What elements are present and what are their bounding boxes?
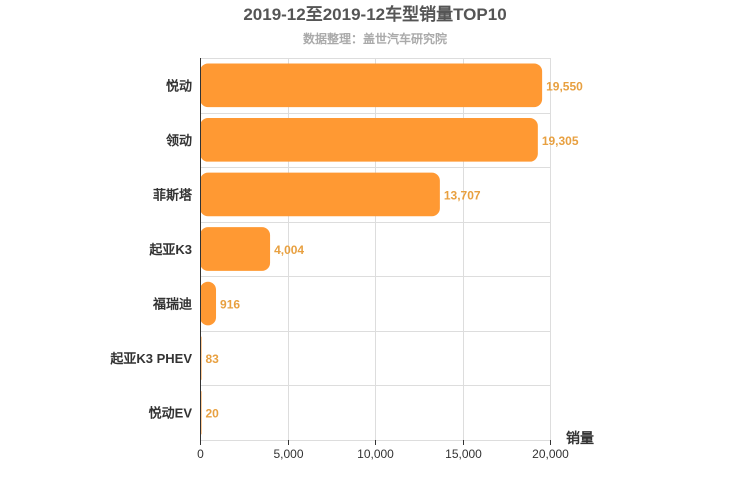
- data-label: 13,707: [444, 188, 481, 202]
- bar: [200, 281, 217, 326]
- y-tick-label: 福瑞迪: [152, 297, 192, 312]
- bars: 19,550 19,305 13,707 4,004 916 83 20: [200, 63, 583, 435]
- y-tick-label: 菲斯塔: [153, 187, 193, 202]
- x-tick-label: 15,000: [445, 447, 482, 461]
- data-label: 19,550: [546, 79, 583, 93]
- x-tick-label: 0: [197, 447, 204, 461]
- y-tick-label: 悦动EV: [149, 406, 193, 421]
- chart-title: 2019-12至2019-12车型销量TOP10: [243, 4, 506, 24]
- x-tick-label: 5,000: [273, 447, 303, 461]
- x-axis-title: 销量: [566, 430, 594, 446]
- bar: [200, 63, 543, 108]
- bar: [200, 118, 538, 162]
- y-tick-label: 起亚K3 PHEV: [109, 351, 192, 366]
- y-tick-label: 悦动: [166, 78, 192, 93]
- data-label: 916: [220, 298, 240, 312]
- data-label: 4,004: [274, 243, 304, 257]
- y-tick-label: 起亚K3: [148, 242, 192, 257]
- y-tick-label: 领动: [166, 133, 192, 148]
- data-label: 20: [206, 407, 220, 421]
- bar: [200, 227, 271, 271]
- chart-subtitle: 数据整理：盖世汽车研究院: [303, 31, 447, 46]
- x-tick-label: 20,000: [532, 447, 569, 461]
- data-label: 83: [206, 352, 220, 366]
- data-label: 19,305: [542, 134, 579, 148]
- bar: [200, 172, 440, 217]
- x-tick-label: 10,000: [357, 447, 394, 461]
